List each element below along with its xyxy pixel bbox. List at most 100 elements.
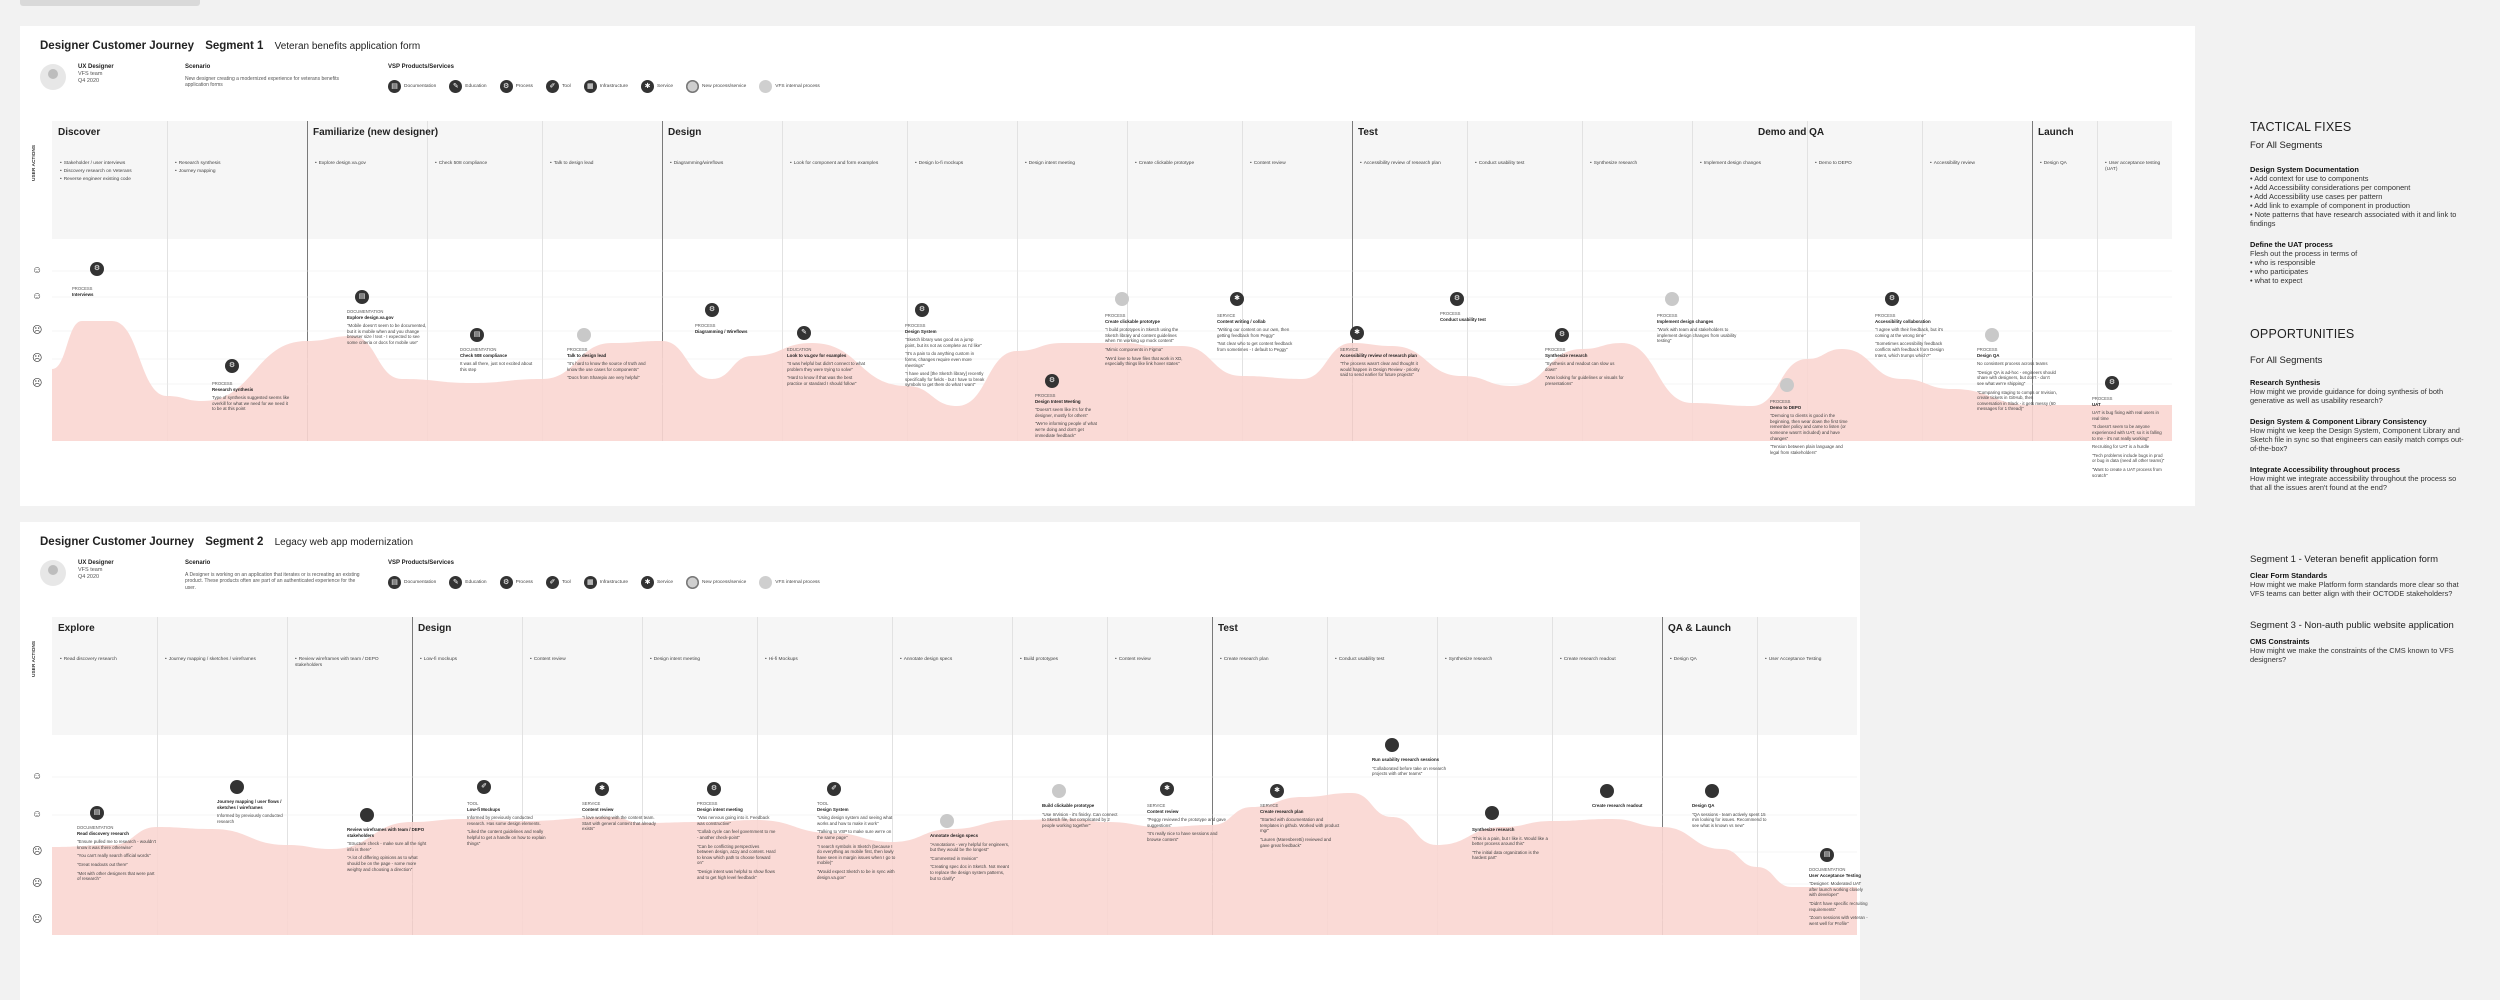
touchpoint-type: PROCESS <box>212 381 233 386</box>
touchpoint-type: PROCESS <box>72 286 93 291</box>
touchpoint-card: SERVICE Accessibility review of research … <box>1340 347 1420 378</box>
column-divider <box>782 121 783 441</box>
process-icon[interactable]: ⚙ <box>1045 374 1059 388</box>
touchpoint-type: PROCESS <box>905 323 926 328</box>
persona-details: UX Designer VFS team Q4 2020 <box>78 560 114 581</box>
touchpoint-type: TOOL <box>467 801 479 806</box>
legend-item: ✱ Service <box>641 576 673 589</box>
process-icon[interactable]: ⚙ <box>707 782 721 796</box>
process-icon[interactable] <box>1780 378 1794 392</box>
journey-board-segment-1: Designer Customer Journey Segment 1 Vete… <box>20 26 2195 506</box>
touchpoint-card: PROCESS Design QA No consistent process ac… <box>1977 347 2057 412</box>
user-action: Content review <box>1115 657 1206 663</box>
tactical-fixes-heading: TACTICAL FIXES <box>2250 120 2352 134</box>
service-icon[interactable]: ✱ <box>1350 326 1364 340</box>
persona-team: VFS team <box>78 71 103 77</box>
legend-service-icon: ✱ <box>641 576 655 589</box>
touchpoint-card: Journey mapping / user flows / sketches … <box>217 799 297 824</box>
touchpoint-quote: "Want to create a UAT process from scrat… <box>2092 466 2162 478</box>
process-icon[interactable]: ⚙ <box>2105 376 2119 390</box>
touchpoint-card: PROCESS Research synthesis Type of synthes… <box>212 381 292 412</box>
touchpoint-quote: "Collab cycle can feel government to me … <box>697 829 776 840</box>
process-icon[interactable] <box>1115 292 1129 306</box>
touchpoint-quote: "Not clear who to get content feedback f… <box>1217 341 1293 352</box>
tool-icon[interactable]: ✐ <box>477 780 491 794</box>
touchpoint-quote: "Design QA is ad-hoc - engineers should … <box>1977 369 2056 386</box>
segment-subtitle: Veteran benefits application form <box>274 41 421 52</box>
process-icon[interactable]: ⚙ <box>90 262 104 276</box>
insight-line: Flesh out the process in terms of <box>2250 249 2358 258</box>
column-divider <box>1437 617 1438 935</box>
process-icon[interactable]: ⚙ <box>705 303 719 317</box>
touchpoint-quote: "It was helpful but didn't connect to wh… <box>787 361 866 372</box>
column-divider <box>1582 121 1583 441</box>
persona-date: Q4 2020 <box>78 574 100 580</box>
process-icon[interactable]: ⚙ <box>915 303 929 317</box>
touchpoint-quote: "I build prototypes in Sketch using the … <box>1105 327 1179 344</box>
legend-service-icon: ✱ <box>641 80 655 93</box>
process-icon[interactable]: ⚙ <box>1450 292 1464 306</box>
touchpoint-quote: "Was nervous going into it. Feedback was… <box>697 815 770 826</box>
user-actions-label: USER ACTIONS <box>32 640 37 677</box>
touchpoint-quote: "Started with documentation and template… <box>1260 817 1340 834</box>
touchpoint-quote: "I agree with their feedback, but it's c… <box>1875 327 1944 338</box>
vfs-internal-icon[interactable] <box>1385 738 1399 752</box>
process-icon[interactable]: ⚙ <box>1555 328 1569 342</box>
legend-item: New process/service <box>686 576 746 589</box>
insight-item: Design System & Component Library Consis… <box>2250 417 2465 453</box>
insight-title: Integrate Accessibility throughout proce… <box>2250 465 2401 474</box>
service-icon[interactable]: ✱ <box>1230 292 1244 306</box>
touchpoint-quote: UAT is bug fixing with real users in rea… <box>2092 410 2159 421</box>
process-icon[interactable]: ⚙ <box>1885 292 1899 306</box>
documentation-icon[interactable]: ▤ <box>470 328 484 342</box>
education-icon[interactable]: ✎ <box>797 326 811 340</box>
emotion-face-icon: ☹ <box>32 378 43 389</box>
vfs-internal-icon[interactable] <box>1705 784 1719 798</box>
vfs-internal-icon[interactable] <box>1485 806 1499 820</box>
insights-panel: TACTICAL FIXES For All Segments Design S… <box>2250 120 2465 676</box>
touchpoint-quote: "I love working with the content team. S… <box>582 815 656 832</box>
service-icon[interactable]: ✱ <box>595 782 609 796</box>
vfs-internal-icon[interactable] <box>940 814 954 828</box>
user-action: Design intent meeting <box>650 657 751 663</box>
process-icon[interactable] <box>1665 292 1679 306</box>
vfs-internal-icon[interactable] <box>360 808 374 822</box>
touchpoint-card: EDUCATION Look to va.gov for examples "It … <box>787 347 867 387</box>
tactical-fixes-list: Design System Documentation • Add context… <box>2250 165 2465 285</box>
column-divider <box>1017 121 1018 441</box>
vfs-internal-icon[interactable] <box>1600 784 1614 798</box>
user-action: Conduct usability test <box>1475 161 1576 167</box>
documentation-icon[interactable]: ▤ <box>355 290 369 304</box>
documentation-icon[interactable]: ▤ <box>90 806 104 820</box>
service-icon[interactable]: ✱ <box>1160 782 1174 796</box>
touchpoint-quote: "Was looking for guidelines or visuals f… <box>1545 375 1624 386</box>
user-action: Review wireframes with team / DEPO stake… <box>295 657 406 669</box>
touchpoint-card: Annotate design specs "Annotations - very… <box>930 833 1010 881</box>
top-toolbar-fragment <box>20 0 200 6</box>
documentation-icon[interactable]: ▤ <box>1820 848 1834 862</box>
insight-line: • what to expect <box>2250 276 2303 285</box>
touchpoint-quote: "Would expect Sketch to be in sync with … <box>817 868 895 880</box>
scenario: Scenario A Designer is working on an app… <box>185 560 360 591</box>
legend-item: ▤ Documentation <box>388 80 436 93</box>
emotion-face-icon: ☹ <box>32 325 43 336</box>
process-icon[interactable] <box>1985 328 1999 342</box>
process-icon[interactable] <box>577 328 591 342</box>
service-icon[interactable]: ✱ <box>1270 784 1284 798</box>
touchpoint-quote: "We're informing people of what we're do… <box>1035 421 1097 438</box>
touchpoint-card: Design QA "QA sessions - team actively sp… <box>1692 803 1772 828</box>
vfs-internal-icon[interactable] <box>1052 784 1066 798</box>
process-icon[interactable]: ⚙ <box>225 359 239 373</box>
touchpoint-card: DOCUMENTATION Explore design.va.gov "Mobil… <box>347 309 427 346</box>
touchpoint-type: PROCESS <box>697 801 718 806</box>
insight-line: • Add Accessibility use cases per patter… <box>2250 192 2383 201</box>
touchpoint-type: EDUCATION <box>787 347 812 352</box>
vfs-internal-icon[interactable] <box>230 780 244 794</box>
legend-vfs-internal-icon <box>759 576 773 589</box>
legend-label: Infrastructure <box>599 84 629 89</box>
legend-label: Infrastructure <box>599 580 629 585</box>
column-divider <box>1467 121 1468 441</box>
tool-icon[interactable]: ✐ <box>827 782 841 796</box>
touchpoint-type: PROCESS <box>1977 347 1998 352</box>
touchpoint-card: PROCESS Create clickable prototype "I buil… <box>1105 313 1185 367</box>
